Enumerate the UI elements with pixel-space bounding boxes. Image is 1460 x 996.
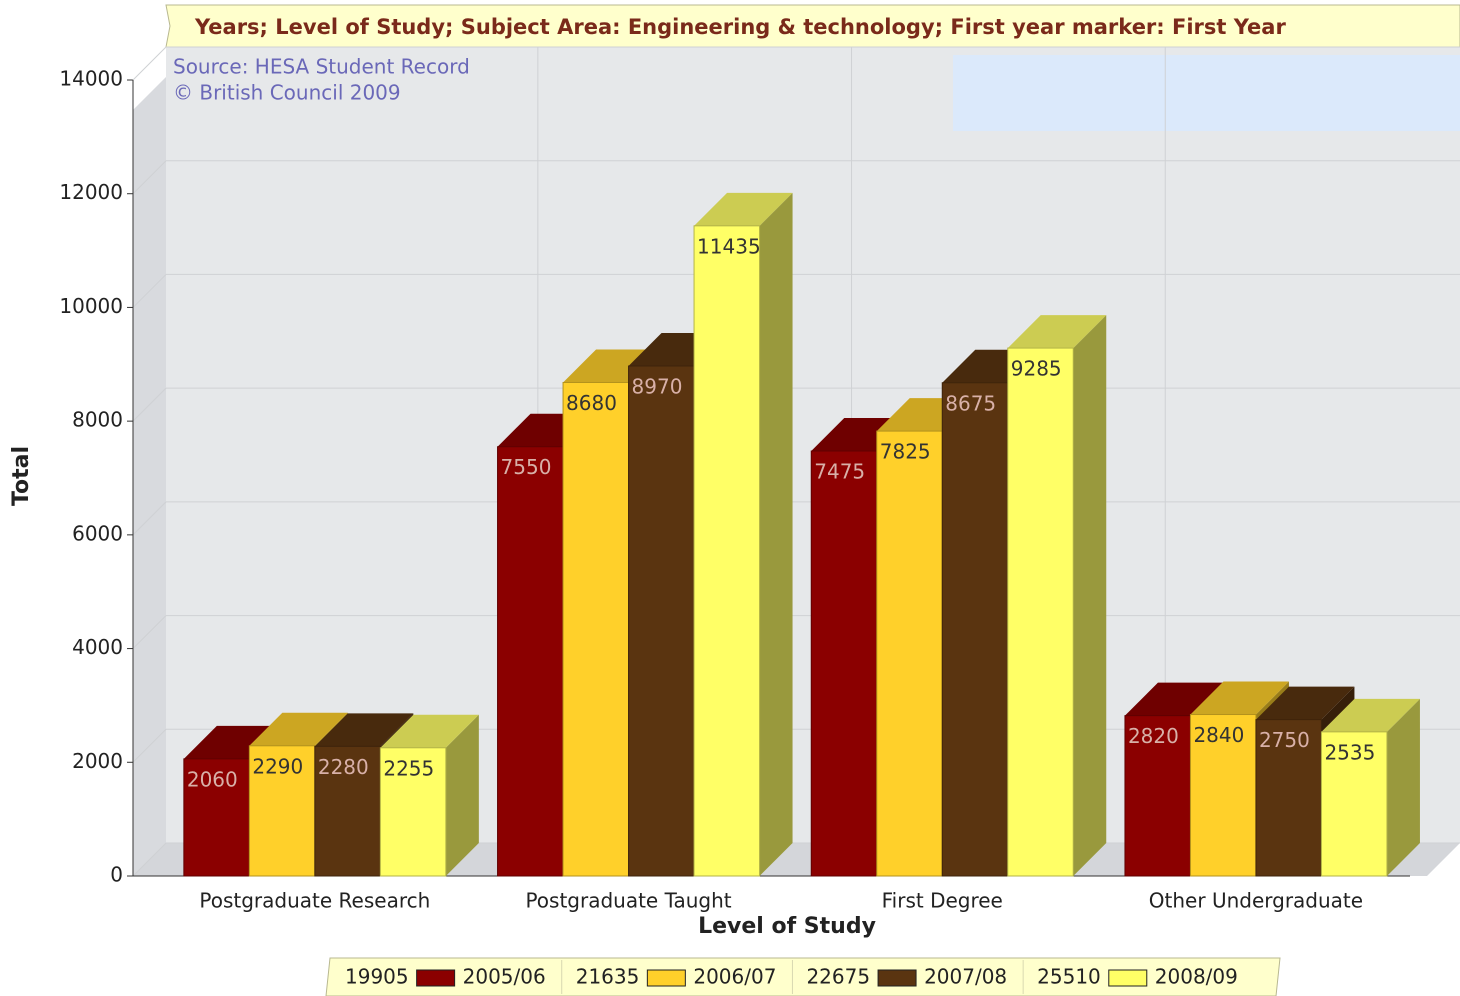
bar xyxy=(810,450,878,877)
y-tick-label: 14000 xyxy=(59,67,123,91)
bar-side xyxy=(759,192,793,877)
data-label: 2290 xyxy=(252,754,303,778)
grid-line xyxy=(132,160,167,195)
legend-swatch xyxy=(1108,969,1148,987)
bar-top xyxy=(314,713,414,747)
bar xyxy=(1189,714,1257,877)
data-label: 2840 xyxy=(1193,723,1244,747)
bar xyxy=(1124,715,1191,877)
y-tick-label: 12000 xyxy=(59,180,123,204)
bar xyxy=(693,225,761,877)
legend-total: 21635 xyxy=(576,965,640,989)
legend-swatch xyxy=(416,969,456,987)
x-tick-label: Other Undergraduate xyxy=(1149,889,1363,913)
bar xyxy=(497,446,564,877)
bar-top xyxy=(694,192,793,226)
legend-label: 2006/07 xyxy=(693,965,776,989)
data-label: 8970 xyxy=(632,374,683,398)
x-axis-label: Level of Study xyxy=(698,914,876,939)
legend-box xyxy=(325,957,1281,996)
legend-label: 2008/09 xyxy=(1155,965,1238,989)
bar-top xyxy=(1007,315,1107,349)
grid-line xyxy=(132,615,167,649)
grid-line xyxy=(132,46,167,81)
data-label: 7475 xyxy=(814,459,865,483)
data-label: 2820 xyxy=(1128,724,1179,748)
legend-label: 2005/06 xyxy=(463,965,546,989)
side-wall xyxy=(133,77,166,876)
bar xyxy=(1255,719,1322,877)
data-label: 7550 xyxy=(501,455,552,479)
chart-title: Years; Level of Study; Subject Area: Eng… xyxy=(194,15,1286,39)
bar-side xyxy=(1073,315,1107,876)
bar xyxy=(183,758,250,877)
bar-top xyxy=(380,714,479,748)
data-label: 11435 xyxy=(697,234,761,258)
data-label: 8680 xyxy=(566,391,617,415)
x-tick-label: First Degree xyxy=(882,889,1003,913)
grid-line xyxy=(132,387,167,422)
bar xyxy=(562,381,630,877)
data-label: 9285 xyxy=(1011,357,1062,381)
data-label: 2535 xyxy=(1324,740,1375,764)
bar xyxy=(628,365,695,877)
bar xyxy=(379,747,447,877)
y-axis-label: Total xyxy=(9,446,34,506)
bar-side xyxy=(1386,698,1420,876)
y-tick-label: 10000 xyxy=(59,294,123,318)
bar xyxy=(1007,347,1074,877)
data-label: 2280 xyxy=(318,755,369,779)
legend-swatch xyxy=(877,969,917,987)
bar-top xyxy=(1124,682,1224,716)
bar xyxy=(1320,731,1388,877)
bar-top xyxy=(1255,686,1355,720)
x-tick-label: Postgraduate Taught xyxy=(525,889,731,913)
data-label: 7825 xyxy=(880,440,931,464)
y-tick-label: 4000 xyxy=(72,635,123,659)
bar xyxy=(248,745,316,877)
grid-line xyxy=(132,842,167,877)
bar-top xyxy=(1321,698,1420,732)
data-label: 2060 xyxy=(187,767,238,791)
grid-line xyxy=(132,501,167,536)
bar xyxy=(941,382,1009,877)
bar-top xyxy=(1190,681,1289,715)
data-label: 2750 xyxy=(1259,728,1310,752)
overlay-panel xyxy=(953,55,1460,131)
y-tick-label: 0 xyxy=(110,863,123,887)
legend-total: 22675 xyxy=(806,965,870,989)
x-tick-label: Postgraduate Research xyxy=(199,889,430,913)
annotation: © British Council 2009 xyxy=(173,81,401,105)
legend-total: 19905 xyxy=(345,965,409,989)
y-tick-label: 2000 xyxy=(72,749,123,773)
legend-swatch xyxy=(646,969,686,987)
bar-side xyxy=(445,714,479,876)
data-label: 2255 xyxy=(383,756,434,780)
bar-top xyxy=(183,725,283,759)
annotation: Source: HESA Student Record xyxy=(173,55,470,79)
legend-label: 2007/08 xyxy=(924,965,1007,989)
y-tick-label: 6000 xyxy=(72,521,123,545)
data-label: 8675 xyxy=(945,391,996,415)
grid-line xyxy=(132,274,167,308)
bar-top xyxy=(249,712,348,746)
bar xyxy=(314,745,381,877)
legend-total: 25510 xyxy=(1037,965,1101,989)
bar xyxy=(876,430,943,877)
grid-line xyxy=(132,728,167,763)
y-tick-label: 8000 xyxy=(72,408,123,432)
